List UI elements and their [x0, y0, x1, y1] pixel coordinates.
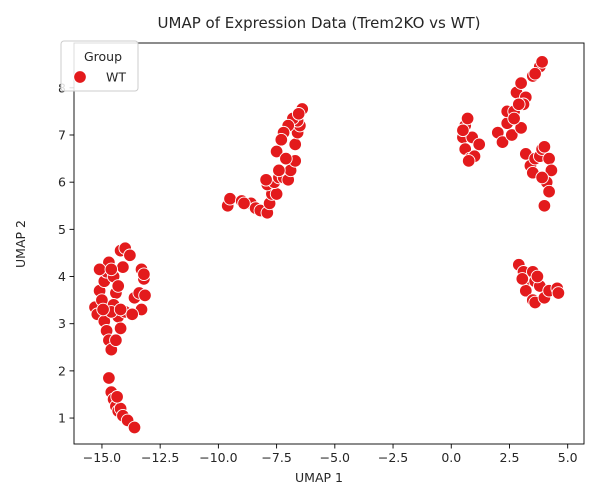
- chart-title: UMAP of Expression Data (Trem2KO vs WT): [158, 14, 481, 32]
- data-point: [537, 199, 552, 213]
- data-point: [125, 307, 139, 322]
- data-point: [456, 123, 470, 138]
- data-point: [512, 97, 526, 112]
- x-tick-label: 0.0: [441, 450, 461, 465]
- data-point: [460, 111, 475, 126]
- data-point: [528, 66, 542, 81]
- data-point: [111, 279, 125, 293]
- y-tick-label: 7: [58, 127, 66, 142]
- y-tick-label: 3: [58, 316, 66, 331]
- data-point: [113, 321, 128, 336]
- data-point: [237, 196, 251, 211]
- x-tick-label: −2.5: [378, 450, 408, 465]
- x-tick-label: −12.5: [141, 450, 179, 465]
- data-point: [92, 262, 107, 277]
- data-point: [535, 170, 549, 185]
- data-point: [515, 272, 530, 286]
- x-tick-label: 2.5: [500, 450, 520, 465]
- data-point: [259, 173, 273, 187]
- data-point: [269, 187, 284, 201]
- x-tick-label: −10.0: [199, 450, 237, 465]
- data-point: [96, 302, 110, 317]
- y-tick-label: 2: [58, 363, 66, 378]
- data-point: [116, 260, 130, 274]
- legend-marker: [73, 70, 87, 84]
- legend: Group WT: [60, 40, 139, 92]
- x-axis: −15.0 −12.5 −10.0 −7.5 −5.0 −2.5 0.0 2.5 5.0: [83, 444, 578, 465]
- data-point: [109, 333, 123, 347]
- y-tick-label: 6: [58, 175, 66, 190]
- data-point: [272, 163, 286, 178]
- x-tick-label: −7.5: [261, 450, 291, 465]
- data-point: [495, 135, 510, 149]
- x-axis-label: UMAP 1: [295, 470, 343, 485]
- y-tick-label: 4: [58, 269, 66, 284]
- data-point: [274, 132, 289, 147]
- y-tick-label: 5: [58, 222, 66, 237]
- legend-title: Group: [84, 49, 122, 64]
- data-point: [461, 154, 476, 168]
- data-point: [542, 184, 556, 199]
- data-point: [110, 390, 124, 404]
- legend-entries: WT: [73, 70, 126, 85]
- y-tick-label: 1: [58, 411, 66, 426]
- data-point: [542, 151, 556, 166]
- x-tick-label: −15.0: [83, 450, 121, 465]
- y-axis: 12345678: [58, 80, 74, 426]
- plot-area: [88, 55, 566, 435]
- data-point: [472, 137, 486, 152]
- data-point: [127, 420, 142, 435]
- data-point: [113, 302, 128, 317]
- data-point: [530, 269, 545, 284]
- data-point: [551, 286, 566, 300]
- data-point: [279, 151, 293, 166]
- plot-frame: [73, 42, 585, 445]
- x-tick-label: 5.0: [558, 450, 578, 465]
- data-point: [288, 137, 302, 152]
- data-point: [104, 262, 119, 277]
- data-point: [123, 248, 137, 263]
- data-point: [507, 111, 521, 126]
- data-point: [138, 288, 152, 303]
- data-point: [505, 128, 519, 142]
- data-point: [223, 191, 237, 206]
- data-point: [537, 140, 552, 154]
- data-point: [514, 121, 528, 135]
- data-point: [137, 267, 151, 281]
- y-axis-label: UMAP 2: [13, 220, 28, 268]
- legend-label: WT: [106, 70, 126, 85]
- data-point: [544, 163, 559, 178]
- data-point: [291, 107, 306, 121]
- data-point: [535, 55, 549, 69]
- data-point: [102, 371, 116, 385]
- data-point: [514, 76, 528, 90]
- data-point: [269, 144, 284, 159]
- x-tick-label: −5.0: [320, 450, 350, 465]
